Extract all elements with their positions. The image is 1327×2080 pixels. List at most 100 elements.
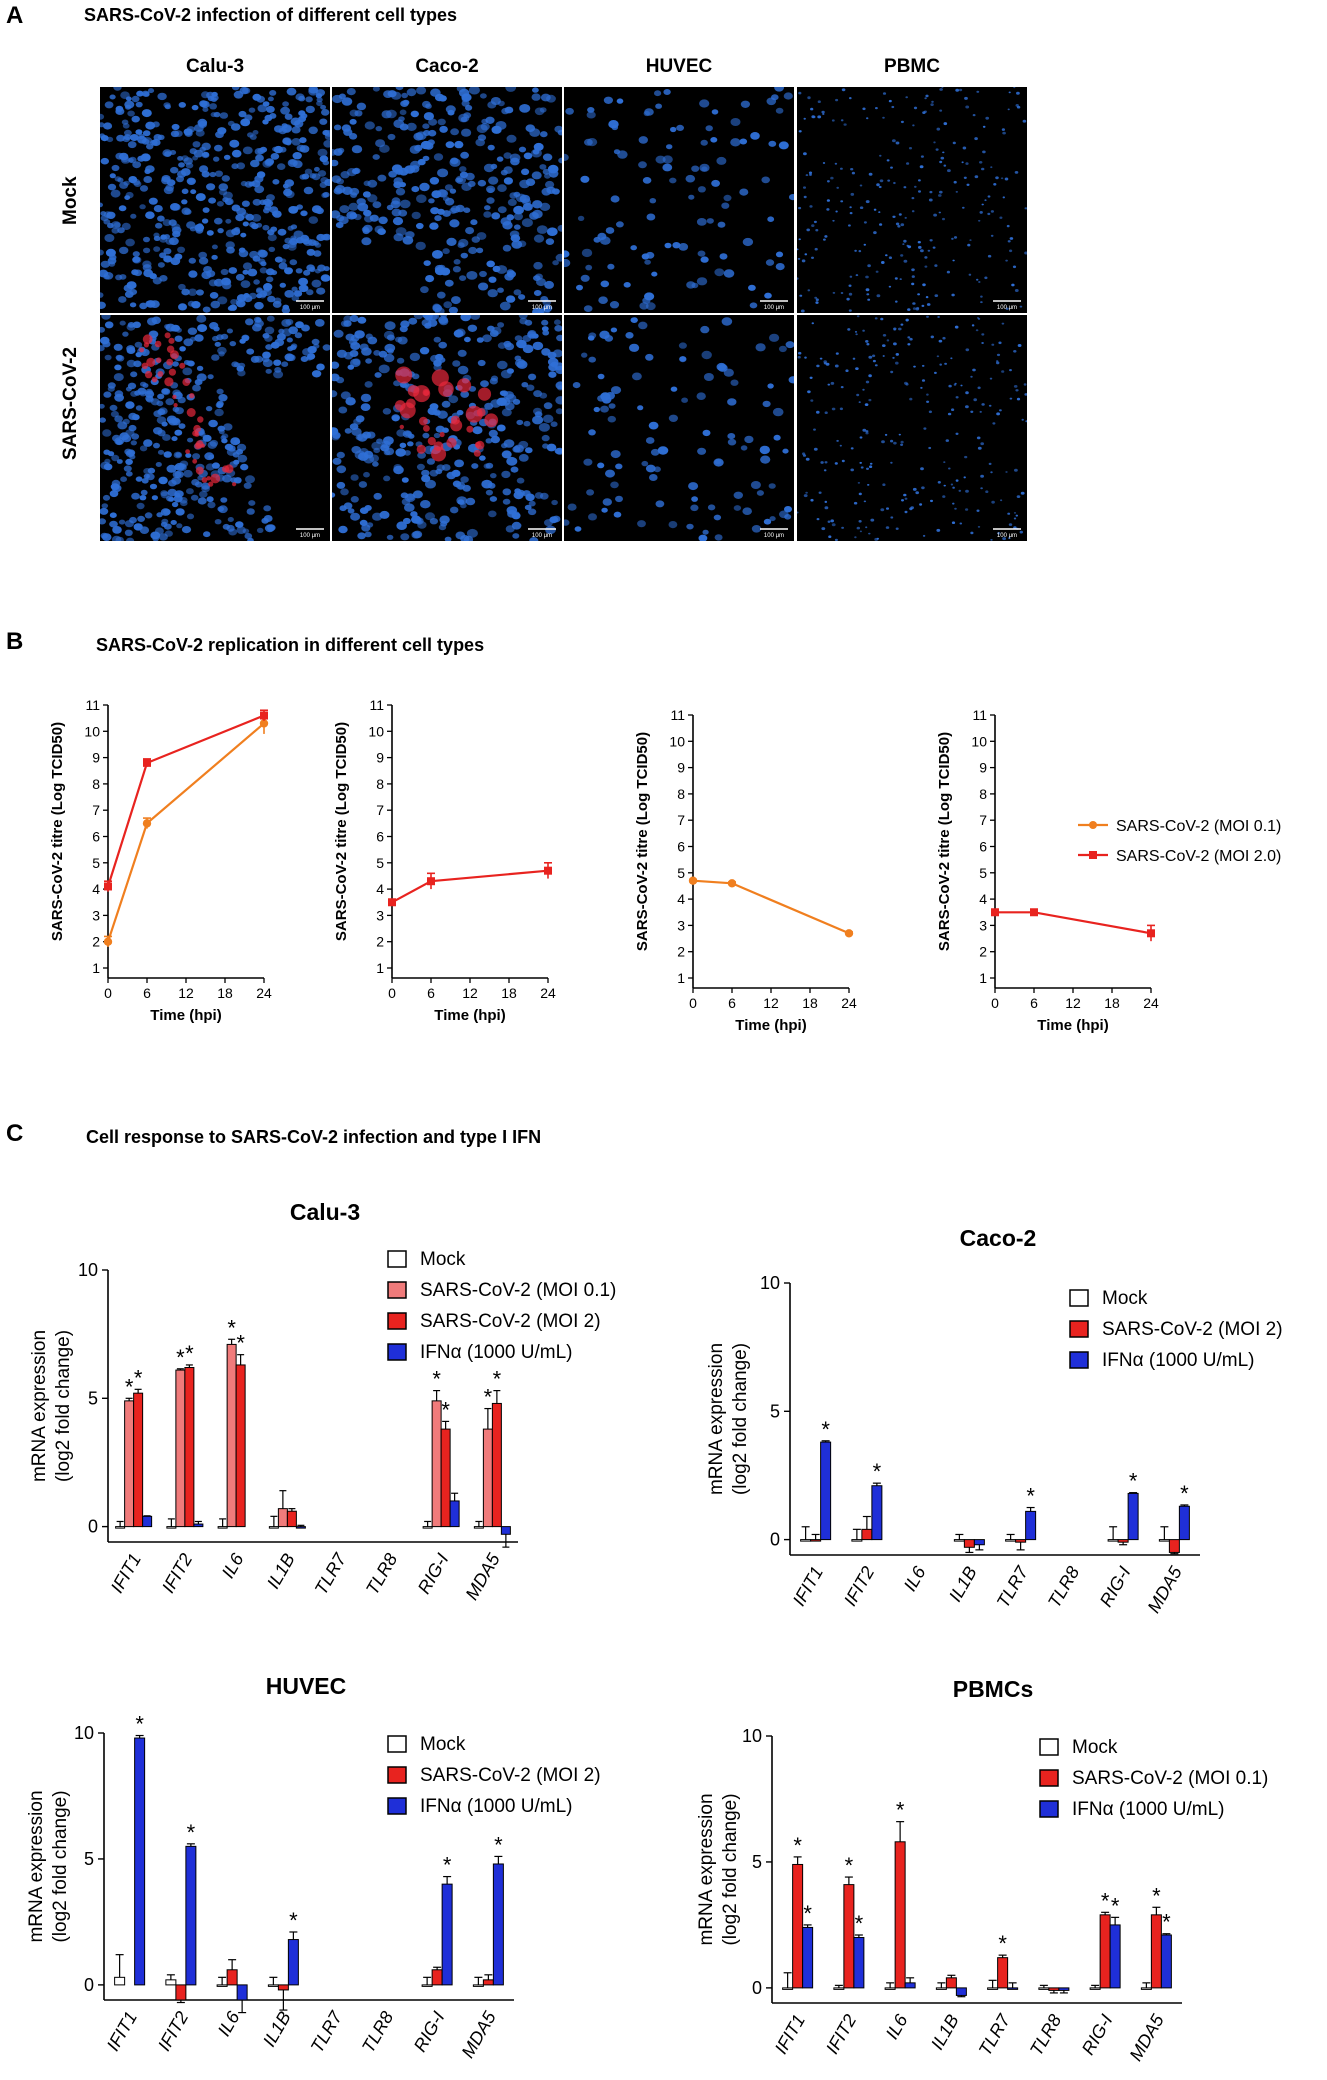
y-tick-label: 3 xyxy=(677,917,685,933)
scale-bar-label: 100 μm xyxy=(764,533,784,539)
legend-swatch xyxy=(1039,1800,1059,1818)
y-axis-label: (log2 fold change) xyxy=(720,1793,741,1945)
category-label-ifit1: IFIT1 xyxy=(789,1563,827,1609)
bar-sars-cov-2-moi-2-ifit2 xyxy=(184,1367,195,1528)
x-tick-label: 6 xyxy=(143,985,151,1001)
micrograph-sars-cov-2-caco-2: 100 μm xyxy=(332,315,562,541)
scale-bar-label: 100 μm xyxy=(997,533,1017,539)
category-label-tlr7: TLR7 xyxy=(975,2010,1015,2059)
bar-ifn-1000-u-ml-rig-i xyxy=(1127,1492,1139,1541)
y-tick-label: 9 xyxy=(92,750,100,766)
bar-sars-cov-2-moi-2-il1b xyxy=(277,1984,289,1991)
significance-marker: * xyxy=(236,1331,245,1356)
y-tick-label: 10 xyxy=(74,1723,94,1743)
significance-marker: * xyxy=(125,1374,134,1399)
legend-swatch xyxy=(1069,1320,1089,1338)
bar-mock-tlr7 xyxy=(1005,1539,1017,1542)
category-label-rig-i: RIG-I xyxy=(1096,1563,1135,1610)
category-label-ifit2: IFIT2 xyxy=(840,1563,878,1609)
bar-mock-il1b xyxy=(268,1526,279,1529)
bar-ifn-1000-u-ml-tlr8 xyxy=(1058,1987,1070,1991)
y-tick-label: 2 xyxy=(979,944,987,960)
category-label-rig-i: RIG-I xyxy=(1078,2011,1117,2058)
significance-marker: * xyxy=(873,1459,882,1484)
x-tick-label: 6 xyxy=(1030,995,1038,1011)
bar-sars-cov-2-moi-0-1-tlr7 xyxy=(997,1957,1009,1989)
bar-sars-cov-2-moi-0-1-il1b xyxy=(945,1977,957,1989)
bar-sars-cov-2-moi-2-il6 xyxy=(226,1969,238,1986)
micrograph-mock-caco-2: 100 μm xyxy=(332,87,562,313)
bar-sars-cov-2-moi-2-rig-i xyxy=(440,1428,451,1528)
chart-legend: Mock SARS-CoV-2 (MOI 2) IFNα (1000 U/mL) xyxy=(387,1734,601,1817)
legend-label: SARS-CoV-2 (MOI 0.1) xyxy=(420,1280,616,1301)
x-tick-label: 12 xyxy=(462,985,478,1001)
bar-ifn-1000-u-ml-rig-i xyxy=(441,1883,453,1986)
significance-marker: * xyxy=(896,1798,905,1823)
category-label-ifit2: IFIT2 xyxy=(158,1550,196,1596)
y-tick-label: 10 xyxy=(760,1273,780,1293)
category-label-il1b: IL1B xyxy=(259,2008,295,2050)
y-axis-label: mRNA expression xyxy=(29,1330,50,1482)
data-point xyxy=(991,908,999,917)
bar-sars-cov-2-moi-0-1-rig-i xyxy=(1099,1914,1111,1989)
y-tick-label: 0 xyxy=(84,1975,94,1995)
legend-label: SARS-CoV-2 (MOI 2) xyxy=(420,1311,601,1332)
category-label-il6: IL6 xyxy=(900,1562,930,1595)
x-tick-label: 18 xyxy=(1104,995,1120,1011)
bar-sars-cov-2-moi-2-ifit2 xyxy=(861,1528,873,1541)
bar-ifn-1000-u-ml-il6 xyxy=(236,1984,248,2001)
bar-sars-cov-2-moi-2-mda5 xyxy=(491,1402,502,1528)
scale-bar-label: 100 μm xyxy=(300,533,320,539)
legend-label: IFNα (1000 U/mL) xyxy=(1102,1350,1254,1371)
series-sars-cov-2-moi-2-0 xyxy=(991,908,1155,942)
y-tick-label: 2 xyxy=(376,934,384,950)
x-tick-label: 0 xyxy=(388,985,396,1001)
bar-sars-cov-2-moi-0-1-ifit2 xyxy=(175,1369,186,1528)
legend-label: Mock xyxy=(1102,1288,1148,1309)
y-tick-label: 6 xyxy=(92,829,100,845)
bar-sars-cov-2-moi-2-rig-i xyxy=(431,1969,443,1986)
category-label-rig-i: RIG-I xyxy=(410,2008,449,2055)
y-tick-label: 4 xyxy=(92,881,100,897)
y-tick-label: 1 xyxy=(92,960,100,976)
legend-label: SARS-CoV-2 (MOI 0.1) xyxy=(1116,818,1281,835)
bar-ifn-1000-u-ml-ifit1 xyxy=(820,1441,832,1541)
bar-mock-il1b xyxy=(267,1984,279,1987)
bar-mock-tlr7 xyxy=(987,1987,999,1990)
y-tick-label: 0 xyxy=(88,1517,98,1537)
bar-sars-cov-2-moi-2-rig-i xyxy=(1117,1539,1129,1543)
category-label-ifit1: IFIT1 xyxy=(103,2008,141,2054)
bar-sars-cov-2-moi-2-mda5 xyxy=(482,1979,494,1986)
significance-marker: * xyxy=(176,1345,185,1370)
x-tick-label: 12 xyxy=(1065,995,1081,1011)
y-tick-label: 6 xyxy=(677,839,685,855)
bar-mock-ifit1 xyxy=(782,1987,794,1990)
row-label-sars: SARS-CoV-2 xyxy=(60,347,81,460)
y-tick-label: 9 xyxy=(979,760,987,776)
series-line xyxy=(995,911,1152,935)
col-label-calu3: Calu-3 xyxy=(185,56,245,77)
chart-legend: Mock SARS-CoV-2 (MOI 2) IFNα (1000 U/mL) xyxy=(1069,1288,1283,1371)
legend-label: Mock xyxy=(420,1734,466,1755)
y-tick-label: 10 xyxy=(971,733,987,749)
data-point xyxy=(1030,908,1038,917)
y-tick-label: 9 xyxy=(376,750,384,766)
bar-sars-cov-2-moi-0-1-rig-i xyxy=(431,1400,442,1528)
y-tick-label: 5 xyxy=(677,865,685,881)
category-label-tlr8: TLR8 xyxy=(1044,1563,1083,1611)
y-tick-label: 8 xyxy=(92,776,100,792)
bar-ifn-1000-u-ml-mda5 xyxy=(1178,1505,1190,1541)
bar-mock-rig-i xyxy=(422,1526,433,1529)
bar-sars-cov-2-moi-2-ifit1 xyxy=(810,1539,822,1542)
bar-mock-ifit2 xyxy=(165,1979,177,1986)
y-tick-label: 10 xyxy=(368,723,384,739)
x-tick-label: 12 xyxy=(178,985,194,1001)
legend-label: Mock xyxy=(420,1249,466,1270)
data-point xyxy=(1147,929,1155,938)
x-tick-label: 0 xyxy=(104,985,112,1001)
y-tick-label: 4 xyxy=(979,891,987,907)
y-tick-label: 10 xyxy=(78,1260,98,1280)
category-label-tlr7: TLR7 xyxy=(307,2007,347,2056)
y-tick-label: 7 xyxy=(376,802,384,818)
bar-ifn-1000-u-ml-mda5 xyxy=(492,1863,504,1986)
